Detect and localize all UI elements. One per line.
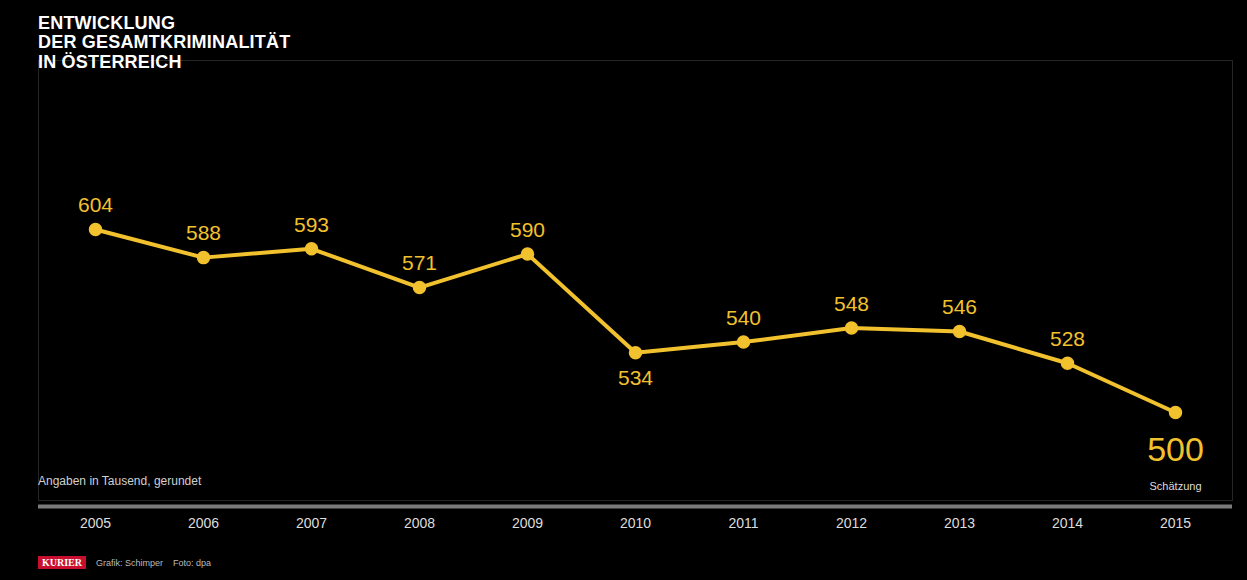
svg-text:500: 500 <box>1147 430 1204 468</box>
svg-text:546: 546 <box>942 295 977 318</box>
html-text:Angaben in Tausend, gerundet: Angaben in Tausend, gerundet <box>38 474 202 488</box>
html-text:Foto: dpa: Foto: dpa <box>173 557 212 568</box>
svg-text:2013: 2013 <box>944 515 975 531</box>
svg-text:Schätzung: Schätzung <box>1150 480 1202 492</box>
svg-text:2010: 2010 <box>620 515 651 531</box>
svg-text:571: 571 <box>402 251 437 274</box>
svg-text:2005: 2005 <box>80 515 111 531</box>
svg-text:2014: 2014 <box>1052 515 1083 531</box>
svg-text:590: 590 <box>510 218 545 241</box>
html-text:ENTWICKLUNG DER GESAMTKRIMINAL: ENTWICKLUNG DER GESAMTKRIMINALITÄT IN ÖS… <box>38 13 291 72</box>
svg-text:593: 593 <box>294 213 329 236</box>
html-text:Grafik: Schimper: Grafik: Schimper <box>96 557 163 568</box>
svg-text:2006: 2006 <box>188 515 219 531</box>
svg-text:2007: 2007 <box>296 515 327 531</box>
svg-text:2015: 2015 <box>1160 515 1191 531</box>
svg-text:2012: 2012 <box>836 515 867 531</box>
svg-text:2008: 2008 <box>404 515 435 531</box>
svg-text:528: 528 <box>1050 327 1085 350</box>
svg-text:548: 548 <box>834 292 869 315</box>
svg-text:588: 588 <box>186 221 221 244</box>
html-text:KURIER: KURIER <box>42 557 82 568</box>
svg-text:604: 604 <box>78 193 113 216</box>
svg-text:540: 540 <box>726 306 761 329</box>
svg-text:2009: 2009 <box>512 515 543 531</box>
svg-text:534: 534 <box>618 366 653 389</box>
svg-text:2011: 2011 <box>728 515 758 531</box>
